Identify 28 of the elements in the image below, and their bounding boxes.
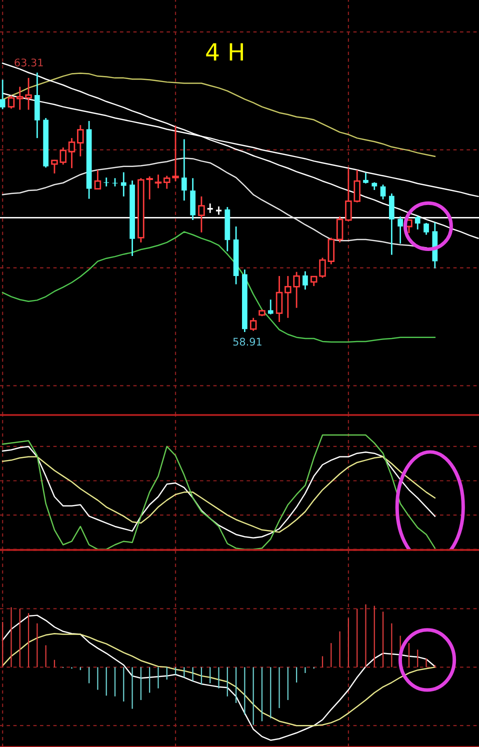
- candlestick: [380, 184, 386, 200]
- candlestick: [398, 216, 403, 244]
- candlestick: [68, 137, 76, 169]
- candlestick: [250, 317, 257, 332]
- candlestick: [319, 257, 326, 278]
- candlestick: [363, 172, 368, 184]
- candlestick: [276, 275, 283, 323]
- annotation: 63.31: [14, 58, 43, 66]
- candlestick: [77, 124, 84, 158]
- candlestick: [310, 275, 318, 287]
- annotation: 58.91: [233, 338, 262, 346]
- candlestick: [268, 298, 274, 316]
- candlestick: [0, 79, 6, 110]
- candlestick: [181, 138, 187, 202]
- candlestick: [172, 126, 179, 182]
- candlestick: [198, 196, 205, 234]
- candlestick: [154, 174, 162, 189]
- candlestick: [328, 237, 335, 265]
- candlestick: [120, 172, 126, 198]
- candlestick: [8, 94, 15, 110]
- candlestick: [388, 192, 394, 256]
- candlestick: [163, 175, 170, 190]
- candlestick: [302, 270, 308, 290]
- candlestick: [414, 215, 420, 230]
- candlestick: [336, 216, 344, 244]
- candlestick: [94, 169, 102, 190]
- chart-title: 4 H: [206, 43, 243, 60]
- candlestick: [424, 222, 429, 236]
